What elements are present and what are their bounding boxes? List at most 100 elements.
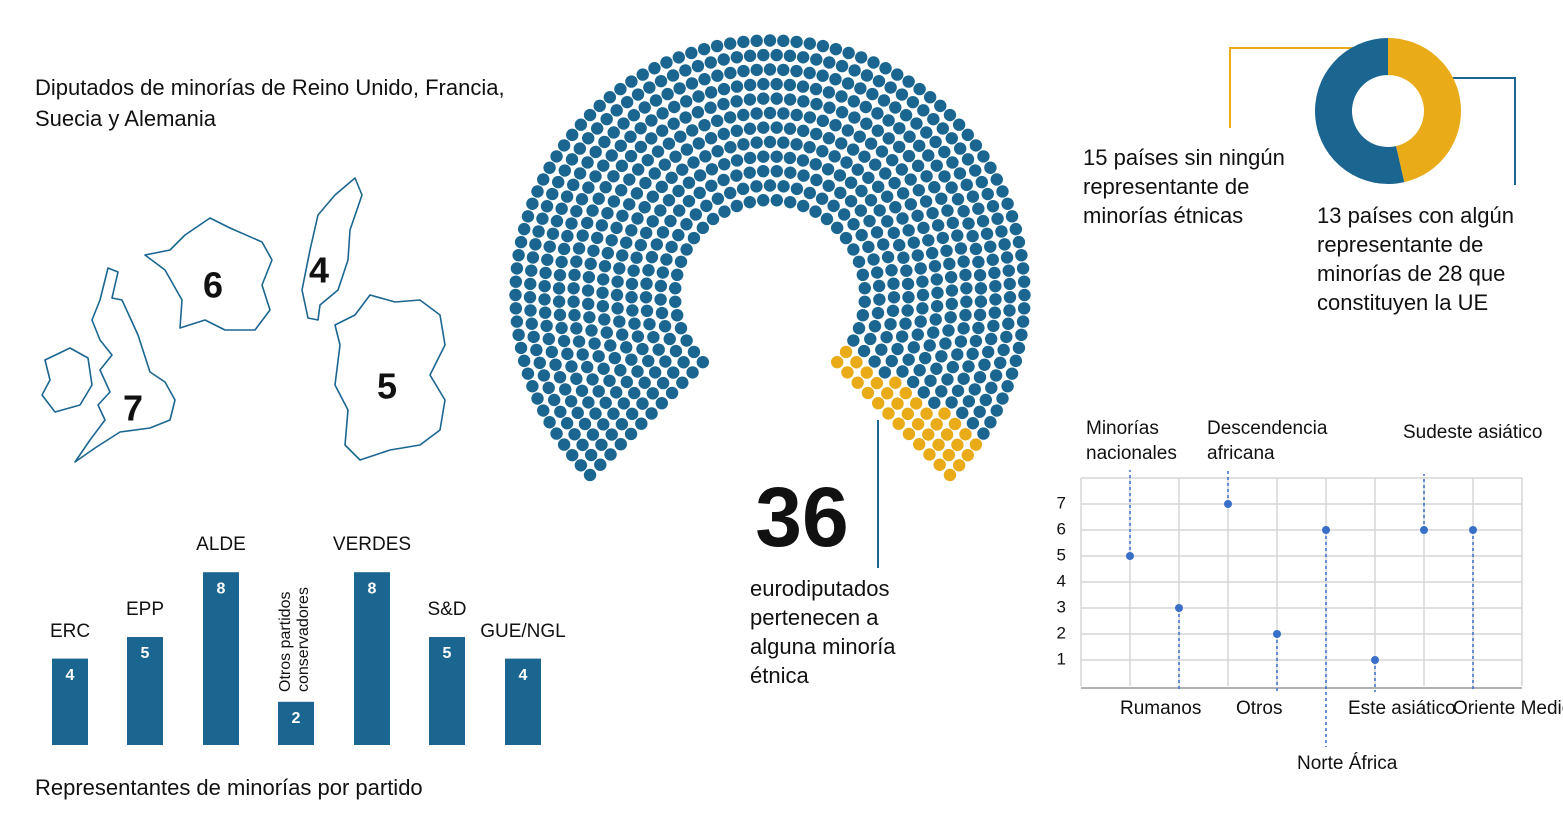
seat	[643, 81, 656, 94]
seat	[873, 204, 886, 217]
seat	[750, 107, 763, 120]
seat	[904, 198, 918, 211]
seat	[730, 51, 744, 64]
donut-label: 15 países sin ningún representante de mi…	[1083, 145, 1285, 228]
seat	[631, 330, 645, 343]
seat	[973, 405, 986, 418]
seat	[567, 178, 580, 192]
seat	[553, 268, 567, 282]
seat	[783, 93, 797, 106]
seat	[723, 186, 737, 200]
seat	[914, 262, 927, 275]
seat	[847, 334, 860, 347]
seat	[959, 428, 972, 441]
seat	[902, 291, 915, 304]
seat	[960, 178, 973, 192]
seat	[649, 94, 663, 107]
x-category-label: GUE/NGL	[480, 620, 566, 642]
seat	[933, 458, 946, 471]
seat	[902, 427, 916, 441]
seat	[777, 63, 790, 77]
seat	[860, 366, 873, 379]
seat	[645, 407, 658, 420]
seat	[916, 302, 929, 315]
seat	[945, 132, 958, 145]
seat	[615, 417, 629, 431]
seat	[897, 251, 910, 264]
seat	[1003, 277, 1016, 291]
seat	[877, 238, 890, 251]
seat	[803, 141, 816, 154]
seat	[872, 279, 886, 293]
seat	[572, 335, 586, 348]
seat	[565, 360, 578, 373]
bar	[429, 637, 465, 745]
seat	[717, 127, 730, 141]
seat	[871, 124, 884, 137]
seat	[954, 242, 968, 255]
seat	[631, 163, 645, 176]
seat	[642, 354, 655, 368]
seat	[816, 114, 830, 128]
seat	[717, 173, 730, 187]
seat	[624, 130, 637, 143]
seat	[850, 356, 863, 369]
seat	[743, 78, 757, 92]
seat	[536, 212, 549, 225]
seat	[538, 279, 551, 293]
seat	[592, 350, 605, 363]
seat	[704, 86, 718, 99]
seat	[711, 192, 725, 205]
seat	[648, 62, 661, 75]
seat	[542, 381, 555, 395]
seat	[603, 374, 616, 387]
point	[1420, 526, 1428, 534]
x-category-label: EPP	[125, 599, 165, 620]
seat	[989, 293, 1002, 306]
seat	[636, 397, 649, 410]
seat	[610, 104, 623, 117]
seat	[885, 354, 898, 368]
seat	[603, 91, 617, 104]
seat	[834, 186, 847, 200]
seat	[844, 194, 858, 208]
seat	[572, 242, 586, 255]
seat	[704, 56, 717, 69]
map-value: 7	[123, 388, 143, 429]
seat	[605, 234, 618, 247]
value-label: 8	[217, 580, 226, 597]
seat	[796, 51, 810, 64]
seat	[554, 405, 567, 418]
seat	[941, 373, 954, 386]
seat	[941, 204, 954, 217]
seat	[911, 249, 924, 262]
seat	[607, 407, 620, 420]
seat	[638, 201, 651, 214]
seat	[1009, 354, 1023, 368]
seat	[628, 317, 641, 330]
seat	[797, 169, 810, 182]
seat	[640, 304, 654, 318]
seat	[1018, 288, 1031, 302]
seat	[1012, 235, 1026, 249]
seat	[509, 275, 523, 288]
seat	[953, 142, 967, 155]
seat	[529, 238, 542, 251]
y-tick-label: 5	[1057, 545, 1066, 564]
seat	[990, 404, 1003, 417]
seat	[848, 64, 861, 77]
seat	[847, 243, 860, 256]
seat	[589, 407, 602, 420]
seat	[966, 190, 980, 203]
seat	[540, 319, 553, 333]
seat	[929, 313, 942, 326]
seat	[627, 109, 641, 122]
seat	[530, 343, 543, 357]
seat	[630, 251, 643, 264]
y-tick-label: 3	[1057, 597, 1066, 616]
seat	[770, 48, 783, 62]
seat	[696, 221, 710, 235]
seat	[974, 295, 988, 308]
seat	[639, 176, 652, 190]
seat	[648, 366, 662, 379]
